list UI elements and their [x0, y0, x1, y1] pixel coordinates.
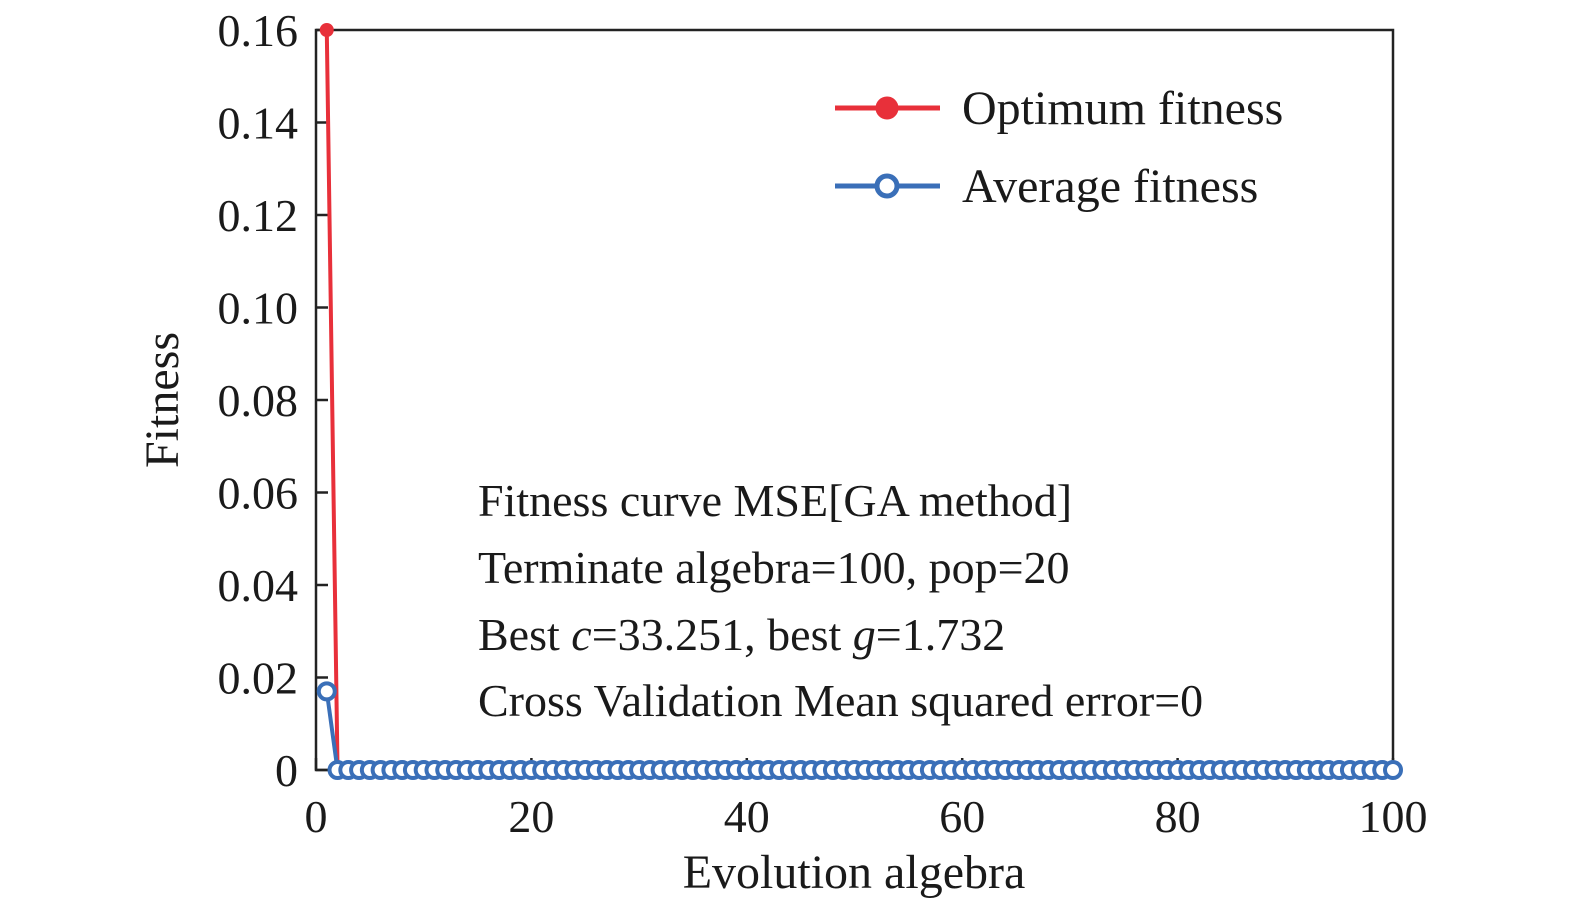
series-point-optimum-fitness — [319, 23, 334, 37]
y-tick-label: 0.12 — [218, 190, 299, 241]
y-axis-ticks: 0 0.02 0.04 0.06 0.08 0.10 0.12 0.14 0.16 — [218, 5, 328, 796]
y-tick-label: 0.04 — [218, 560, 299, 611]
annotation-line-4: Cross Validation Mean squared error=0 — [478, 675, 1203, 726]
y-tick-label: 0.02 — [218, 653, 299, 704]
annotation-line-2: Terminate algebra=100, pop=20 — [478, 542, 1070, 593]
x-tick-label: 80 — [1155, 791, 1201, 842]
legend-item-average: Average fitness — [835, 160, 1258, 213]
x-tick-label: 40 — [724, 791, 770, 842]
y-tick-label: 0 — [275, 745, 298, 796]
annotation-line-3: Best c=33.251, best g=1.732 — [478, 609, 1005, 660]
annotation-line-3-part3: =1.732 — [876, 609, 1005, 660]
series-layer — [316, 23, 1403, 780]
y-tick-label: 0.16 — [218, 5, 299, 56]
y-tick-label: 0.10 — [218, 283, 299, 334]
y-tick-label: 0.06 — [218, 468, 299, 519]
x-tick-label: 60 — [939, 791, 985, 842]
legend-item-optimum: Optimum fitness — [835, 82, 1283, 135]
y-tick-label: 0.14 — [218, 98, 299, 149]
legend-label-optimum: Optimum fitness — [962, 82, 1283, 135]
series-point-average-fitness — [1383, 760, 1403, 780]
legend-marker-average — [874, 173, 900, 199]
annotation-line-1: Fitness curve MSE[GA method] — [478, 475, 1072, 526]
annotation-var-g: g — [853, 609, 876, 660]
x-axis-ticks: 0 20 40 60 80 100 — [305, 758, 1428, 842]
legend-label-average: Average fitness — [962, 160, 1258, 213]
legend: Optimum fitness Average fitness — [835, 82, 1283, 213]
x-tick-label: 20 — [508, 791, 554, 842]
series-point-average-fitness — [316, 681, 337, 702]
y-tick-label: 0.08 — [218, 375, 299, 426]
annotation-var-c: c — [571, 609, 591, 660]
annotation-line-3-part2: =33.251, best — [592, 609, 853, 660]
legend-marker-optimum — [875, 96, 899, 120]
x-tick-label: 100 — [1359, 791, 1428, 842]
y-axis-title: Fitness — [136, 332, 189, 468]
annotation-block: Fitness curve MSE[GA method] Terminate a… — [478, 475, 1203, 726]
x-tick-label: 0 — [305, 791, 328, 842]
x-axis-title: Evolution algebra — [683, 846, 1026, 899]
annotation-line-3-part1: Best — [478, 609, 571, 660]
